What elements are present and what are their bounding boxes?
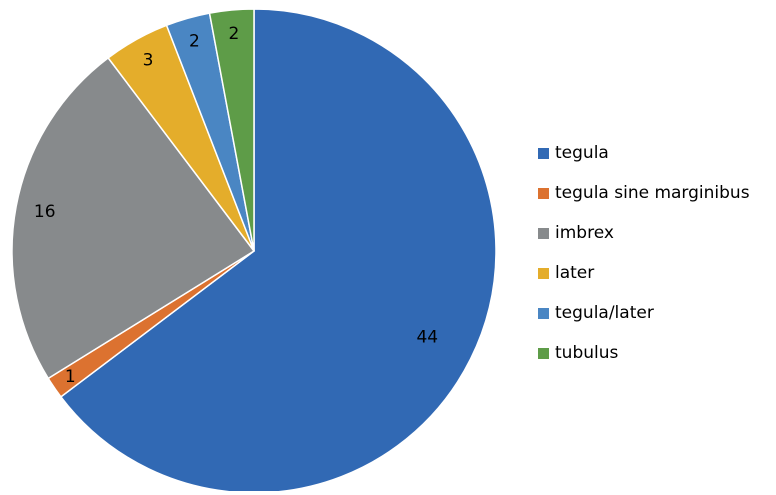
- legend-item-imbrex: imbrex: [538, 222, 750, 244]
- legend-swatch: [538, 187, 549, 199]
- legend-item-later: later: [538, 262, 750, 284]
- legend-swatch: [538, 147, 549, 159]
- legend-label: tegula: [555, 143, 609, 163]
- legend-swatch: [538, 307, 549, 319]
- legend-swatch: [538, 227, 549, 239]
- data-label: 2: [228, 24, 239, 44]
- data-label: 1: [65, 367, 76, 387]
- pie-slice-imbrex: [11, 56, 256, 380]
- legend-swatch: [538, 347, 549, 359]
- legend-item-tegula-sine-marginibus: tegula sine marginibus: [538, 182, 750, 204]
- legend-label: tegula sine marginibus: [555, 183, 750, 203]
- data-label: 16: [34, 202, 56, 222]
- chart-legend: tegula tegula sine marginibus imbrex lat…: [538, 142, 750, 382]
- data-label: 2: [189, 32, 200, 52]
- pie-slice-tegula: [59, 8, 497, 494]
- legend-item-tegula: tegula: [538, 142, 750, 164]
- pie-slices: [11, 8, 497, 494]
- pie-slice-tubulus: [208, 8, 255, 252]
- data-label: 44: [416, 327, 438, 347]
- legend-label: imbrex: [555, 223, 614, 243]
- legend-item-tegula-later: tegula/later: [538, 302, 750, 324]
- pie-data-labels: 44 1 16 3 2 2: [34, 24, 438, 387]
- legend-item-tubulus: tubulus: [538, 342, 750, 364]
- data-label: 3: [143, 51, 154, 71]
- legend-label: tubulus: [555, 343, 619, 363]
- legend-label: tegula/later: [555, 303, 654, 323]
- legend-swatch: [538, 267, 549, 279]
- legend-label: later: [555, 263, 595, 283]
